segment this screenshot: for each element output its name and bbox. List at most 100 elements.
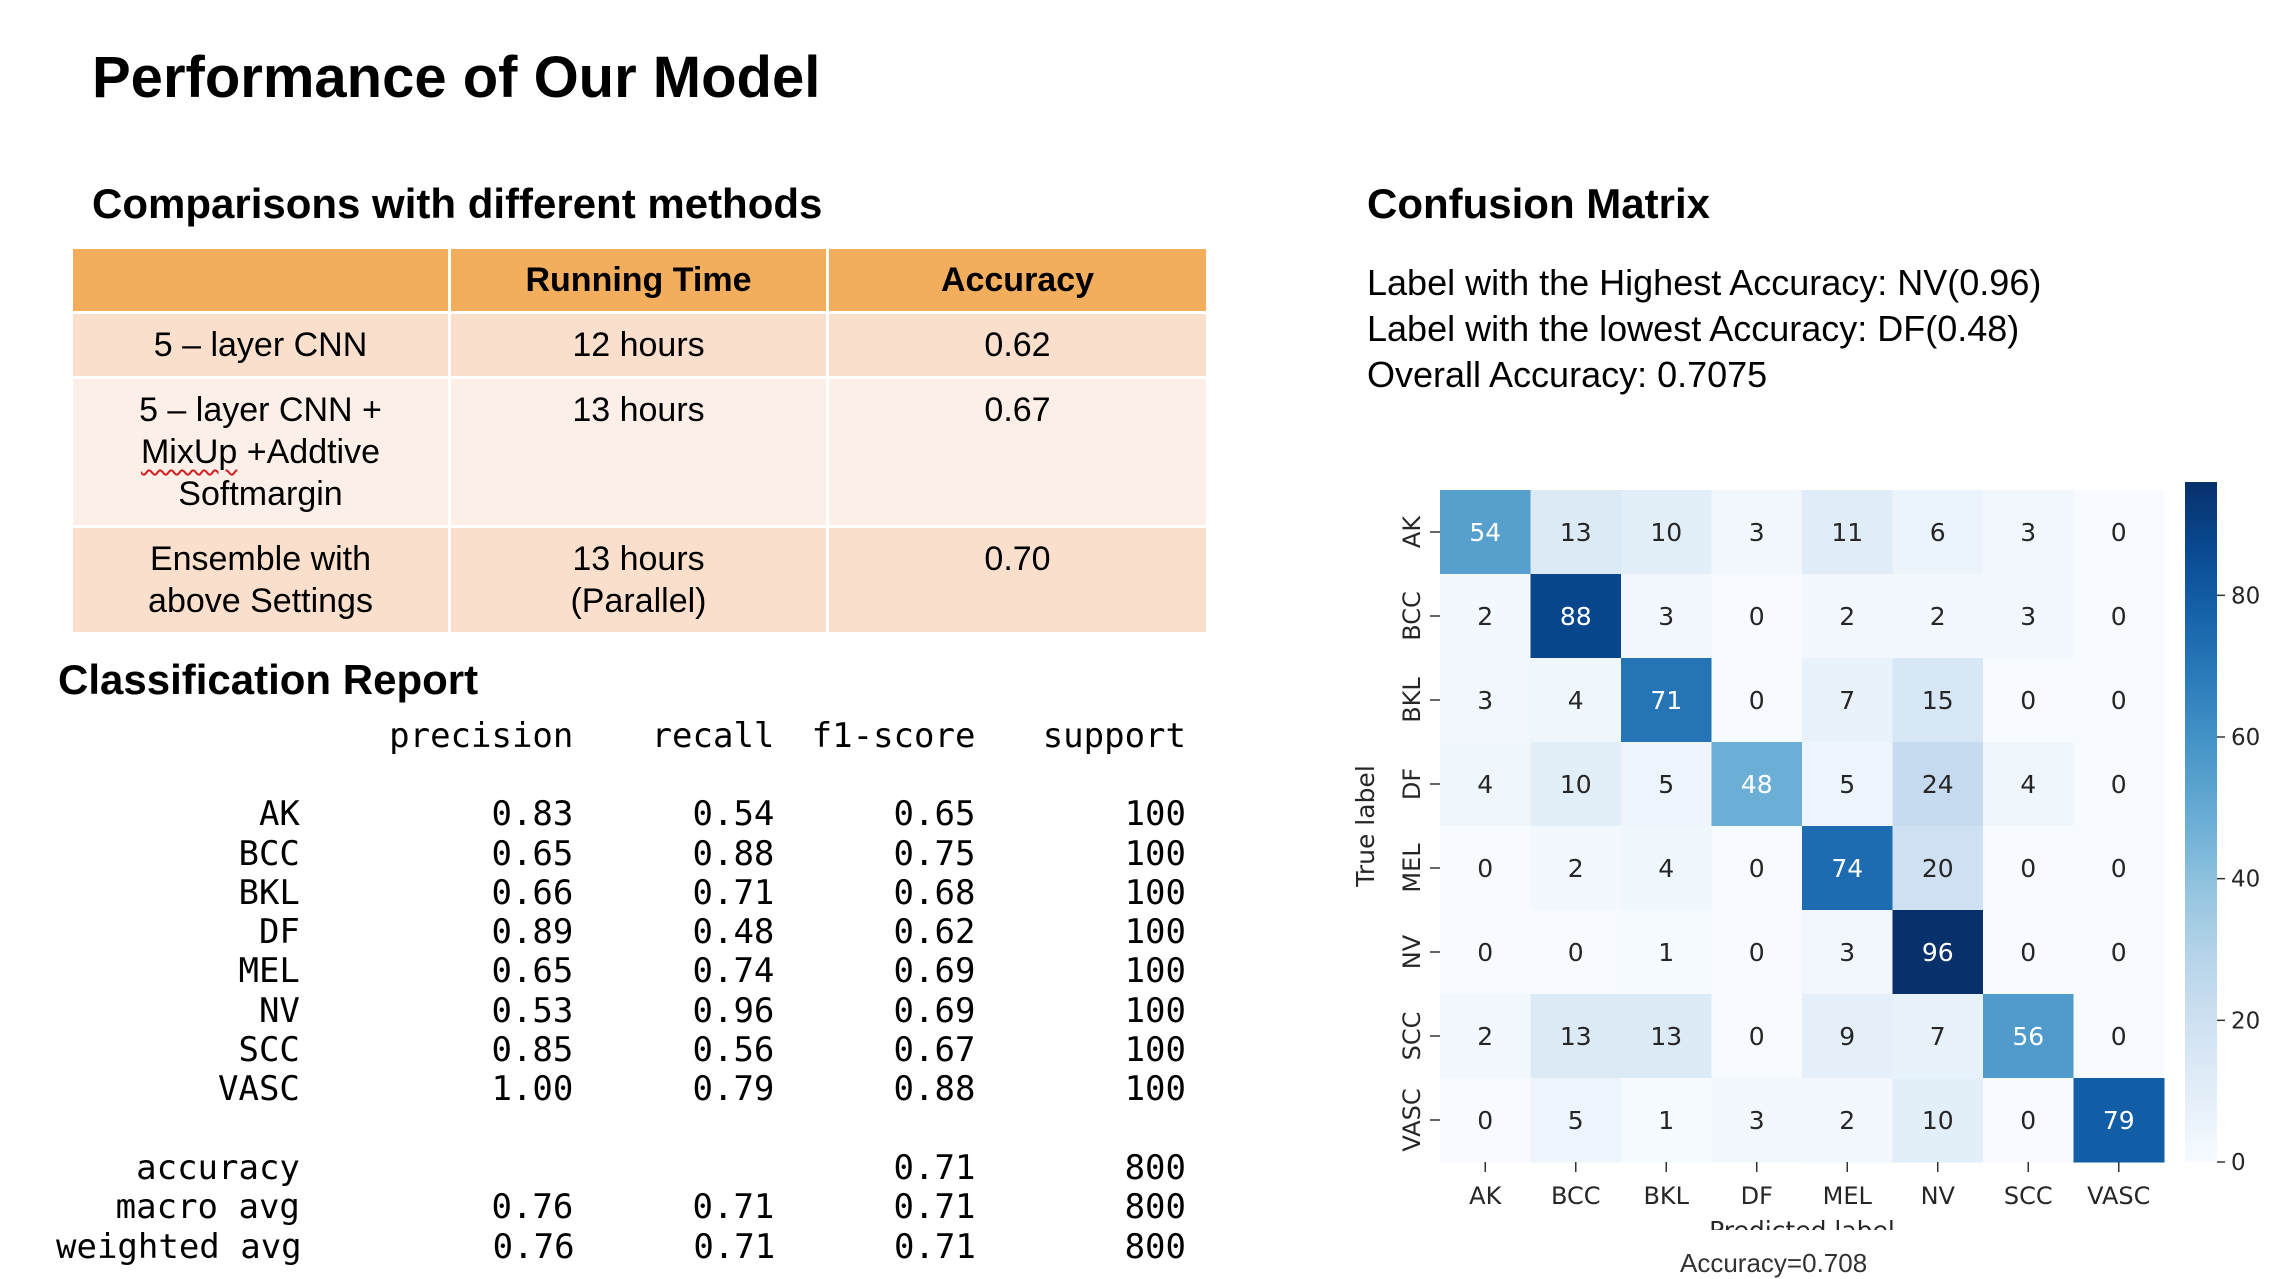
cell-value: 1 (1658, 1106, 1674, 1135)
cell-value: 88 (1560, 602, 1592, 631)
x-tick-label: DF (1741, 1182, 1773, 1210)
precision-value: 1.00 (491, 1069, 574, 1110)
y-tick-label: NV (1398, 934, 1426, 969)
cell-value: 0 (1749, 602, 1765, 631)
f1-value: 0.68 (893, 872, 976, 913)
table-row: Ensemble with above Settings 13 hours (P… (70, 525, 1209, 635)
f1-value: 0.88 (893, 1069, 976, 1110)
heatmap-cell (1530, 1078, 1622, 1163)
precision-value: 0.76 (491, 1187, 574, 1228)
support-value: 100 (1124, 794, 1186, 835)
x-tick-label: BKL (1643, 1182, 1689, 1210)
heatmap-cell (1440, 742, 1531, 827)
report-summary-row: accuracy 0.71 800 (56, 1147, 1186, 1188)
time-cell: 13 hours (448, 376, 829, 528)
precision-value: 0.76 (492, 1226, 575, 1267)
cell-value: 10 (1650, 518, 1682, 547)
row-label: weighted avg (56, 1226, 302, 1267)
heatmap-cell (1621, 994, 1712, 1079)
f1-value: 0.65 (893, 794, 976, 835)
f1-value: 0.71 (893, 1187, 976, 1228)
precision-value: 0.53 (491, 990, 574, 1031)
time-cell: 13 hours (Parallel) (448, 525, 829, 635)
row-label: BKL (238, 872, 300, 913)
row-label: VASC (218, 1069, 300, 1110)
cell-value: 0 (1749, 938, 1765, 967)
cell-value: 10 (1560, 770, 1592, 799)
lowest-accuracy-text: Label with the lowest Accuracy: DF(0.48) (1367, 308, 2020, 349)
cell-value: 13 (1560, 518, 1592, 547)
overall-accuracy-text: Overall Accuracy: 0.7075 (1367, 354, 1768, 395)
heatmap-cell (1983, 1078, 2074, 1163)
cell-value: 0 (1749, 686, 1765, 715)
method-line: Ensemble with (149, 540, 372, 578)
report-row: NV 0.53 0.96 0.69 100 (56, 990, 1186, 1031)
cell-value: 3 (2020, 602, 2036, 631)
precision-value: precision (389, 715, 574, 756)
support-value: 100 (1124, 1030, 1186, 1071)
time-line: 12 hours (572, 326, 705, 364)
cell-value: 4 (1658, 854, 1674, 883)
heatmap-cell (1802, 574, 1893, 659)
cell-value: 6 (1930, 518, 1946, 547)
report-row: BCC 0.65 0.88 0.75 100 (56, 833, 1186, 874)
method-cell: 5 – layer CNN + MixUp +Addtive Softmargi… (70, 376, 451, 528)
cell-value: 0 (2111, 938, 2127, 967)
heatmap-cell (1892, 574, 1984, 659)
cell-value: 0 (2111, 602, 2127, 631)
f1-value: 0.71 (893, 1147, 976, 1188)
support-value: 100 (1124, 990, 1186, 1031)
table-row: 5 – layer CNN + MixUp +Addtive Softmargi… (70, 376, 1209, 528)
cell-value: 0 (1477, 938, 1493, 967)
y-tick-label: DF (1398, 768, 1426, 800)
comparison-header-row: Running Time Accuracy (70, 246, 1209, 314)
precision-value: 0.89 (491, 912, 574, 953)
heatmap-cell (1530, 994, 1622, 1079)
colorbar-tick-label: 80 (2231, 583, 2260, 609)
recall-value: 0.88 (692, 833, 775, 874)
recall-value: 0.71 (693, 1226, 776, 1267)
report-summary-row: macro avg 0.76 0.71 0.71 800 (56, 1187, 1186, 1228)
method-line: 5 – layer CNN (153, 326, 368, 364)
cell-value: 3 (1749, 1106, 1765, 1135)
x-tick-label: NV (1921, 1182, 1956, 1210)
precision-value: 0.83 (491, 794, 574, 835)
recall-value: 0.71 (692, 1187, 775, 1228)
heatmap-cell (1530, 826, 1622, 911)
precision-value: 0.85 (491, 1030, 574, 1071)
heatmap-cell (1892, 994, 1984, 1079)
support-value: 100 (1124, 1069, 1186, 1110)
f1-value: 0.69 (893, 951, 976, 992)
cell-value: 4 (2020, 770, 2036, 799)
heatmap-cell (1440, 910, 1531, 995)
cell-value: 0 (2111, 518, 2127, 547)
heatmap-cell (2073, 1078, 2165, 1163)
heatmap-cell (1440, 994, 1531, 1079)
heatmap-cell (1983, 826, 2074, 911)
y-tick-label: AK (1398, 515, 1426, 548)
heatmap-cell (1892, 658, 1984, 743)
cell-value: 2 (1568, 854, 1584, 883)
heatmap-cell (2073, 574, 2165, 659)
heatmap-cell (1621, 1078, 1712, 1163)
y-tick-label: MEL (1398, 843, 1426, 893)
cell-value: 0 (1568, 938, 1584, 967)
cell-value: 20 (1922, 854, 1954, 883)
cell-value: 9 (1839, 1022, 1855, 1051)
cell-value: 5 (1568, 1106, 1584, 1135)
f1-value: 0.62 (893, 912, 976, 953)
support-value: 800 (1124, 1147, 1186, 1188)
recall-value: 0.54 (692, 794, 775, 835)
support-value: 100 (1124, 833, 1186, 874)
heatmap-cell (1802, 490, 1893, 575)
precision-value: 0.65 (491, 833, 574, 874)
x-tick-label: BCC (1551, 1182, 1601, 1210)
heatmap-cell (1530, 910, 1622, 995)
x-tick-label: SCC (2004, 1182, 2053, 1210)
x-tick-label: VASC (2087, 1182, 2150, 1210)
heatmap-cell (1711, 1078, 1803, 1163)
cell-value: 0 (1749, 854, 1765, 883)
cell-value: 7 (1930, 1022, 1946, 1051)
report-row: BKL 0.66 0.71 0.68 100 (56, 872, 1186, 913)
heatmap-cell (1892, 490, 1984, 575)
